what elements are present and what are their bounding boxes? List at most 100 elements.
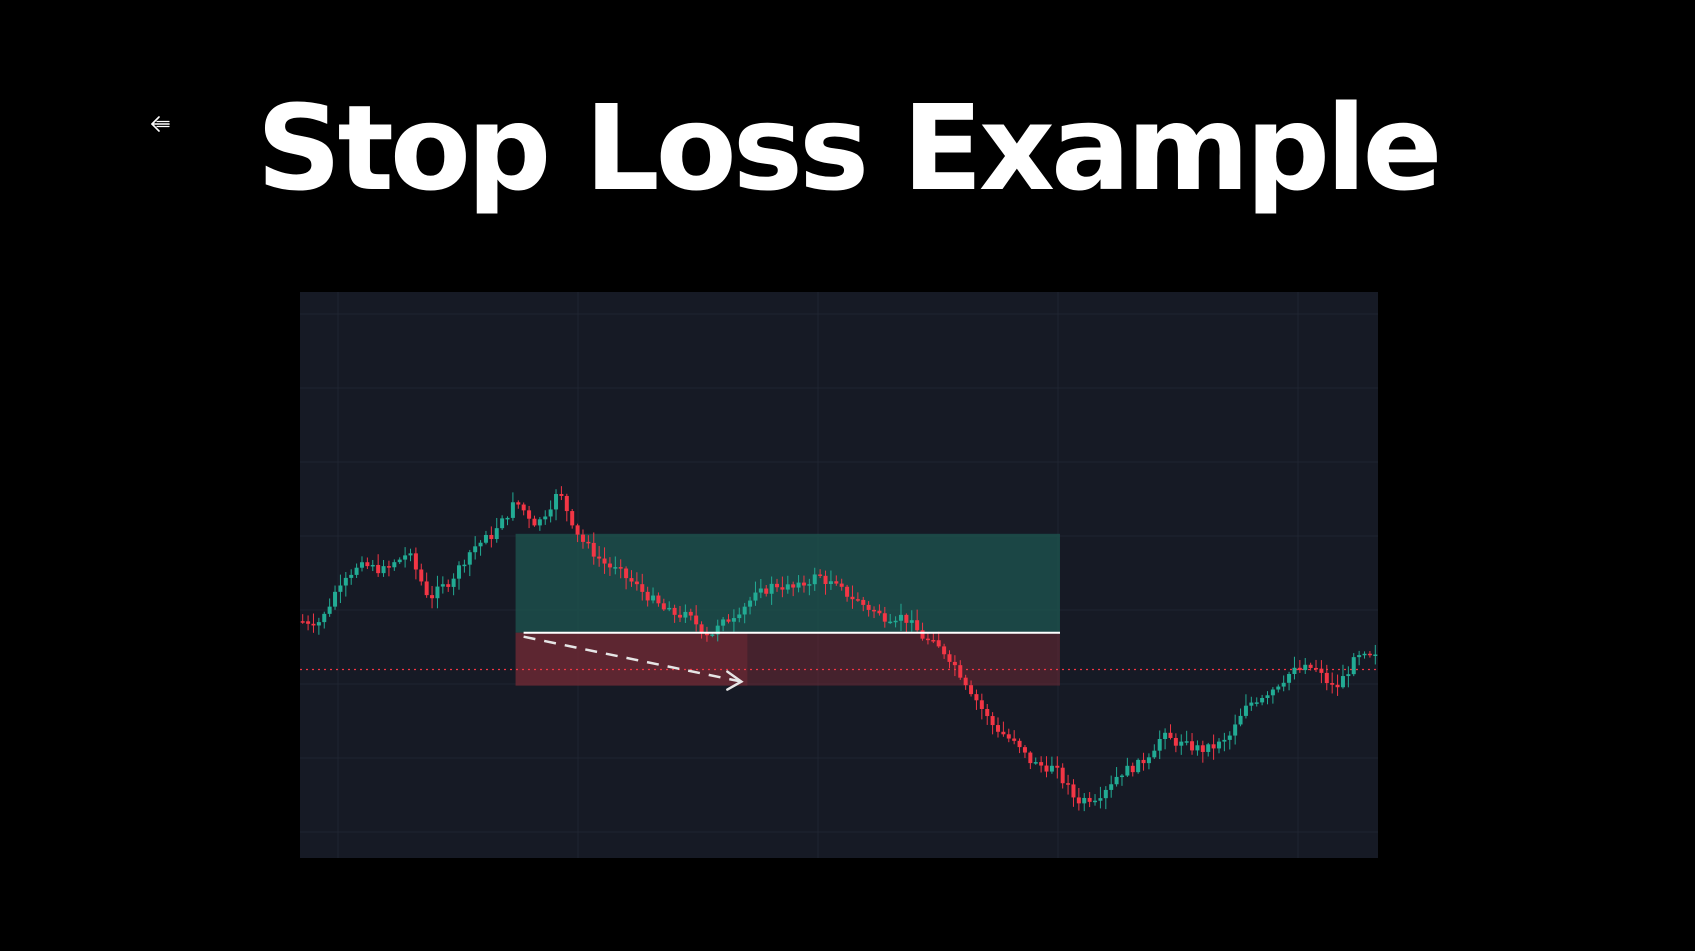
down-candle (920, 630, 925, 639)
up-candle (737, 614, 742, 619)
arrow-left-icon (151, 116, 170, 132)
down-candle (704, 632, 709, 636)
up-candle (828, 581, 833, 585)
down-candle (845, 586, 850, 597)
up-candle (473, 546, 478, 553)
back-button[interactable] (146, 110, 176, 138)
up-candle (1216, 741, 1221, 749)
up-candle (785, 584, 790, 590)
up-candle (1157, 739, 1162, 751)
up-candle (758, 588, 763, 593)
down-candle (645, 591, 650, 601)
up-candle (1249, 702, 1254, 706)
up-candle (1195, 745, 1200, 751)
up-candle (1362, 653, 1367, 656)
down-candle (634, 581, 639, 585)
up-candle (500, 518, 505, 529)
up-candle (1357, 655, 1362, 658)
down-candle (1190, 741, 1195, 751)
down-candle (963, 677, 968, 686)
up-candle (796, 582, 801, 588)
up-candle (909, 620, 914, 623)
down-candle (882, 613, 887, 622)
down-candle (1367, 653, 1372, 656)
up-candle (1093, 800, 1098, 803)
up-candle (721, 619, 726, 626)
down-candle (780, 587, 785, 590)
up-candle (1227, 735, 1232, 740)
down-candle (726, 619, 731, 622)
down-candle (839, 583, 844, 587)
down-candle (855, 599, 860, 601)
up-candle (467, 552, 472, 565)
down-candle (1308, 664, 1313, 668)
up-candle (1287, 673, 1292, 683)
up-candle (1351, 657, 1356, 675)
down-candle (559, 494, 564, 496)
up-candle (1222, 739, 1227, 742)
down-candle (580, 534, 585, 542)
up-candle (1163, 732, 1168, 740)
up-candle (343, 577, 348, 586)
down-candle (818, 574, 823, 576)
down-candle (586, 541, 591, 544)
down-candle (1028, 752, 1033, 764)
down-candle (915, 620, 920, 631)
up-candle (327, 606, 332, 614)
down-candle (1297, 667, 1302, 671)
up-candle (715, 625, 720, 635)
up-candle (494, 528, 499, 540)
up-candle (1103, 789, 1108, 799)
down-candle (1012, 738, 1017, 741)
down-candle (386, 566, 391, 568)
down-candle (969, 685, 974, 695)
up-candle (392, 562, 397, 568)
up-candle (1119, 775, 1124, 778)
down-candle (1017, 740, 1022, 748)
down-candle (1141, 759, 1146, 764)
down-candle (791, 584, 796, 588)
up-candle (349, 574, 354, 578)
down-candle (1200, 745, 1205, 752)
down-candle (1130, 765, 1135, 773)
up-candle (731, 618, 736, 622)
up-candle (898, 614, 903, 621)
down-candle (1066, 783, 1071, 785)
up-candle (1270, 689, 1275, 696)
candlestick-chart-svg (300, 292, 1378, 858)
up-candle (651, 595, 656, 601)
down-candle (699, 624, 704, 633)
down-candle (834, 581, 839, 584)
up-candle (1136, 759, 1141, 773)
up-candle (440, 584, 445, 587)
down-candle (376, 564, 381, 574)
down-candle (866, 604, 871, 610)
down-candle (1006, 734, 1011, 739)
down-candle (1087, 797, 1092, 802)
up-candle (543, 516, 548, 520)
down-candle (979, 700, 984, 710)
down-candle (661, 603, 666, 610)
up-candle (1260, 697, 1265, 703)
up-candle (322, 613, 327, 623)
down-candle (311, 623, 316, 626)
up-candle (812, 574, 817, 585)
down-candle (419, 569, 424, 582)
down-candle (516, 502, 521, 505)
up-candle (359, 562, 364, 568)
down-candle (430, 595, 435, 599)
down-candle (521, 504, 526, 511)
up-candle (333, 591, 338, 607)
up-candle (683, 611, 688, 618)
down-candle (300, 621, 305, 623)
down-candle (656, 595, 661, 604)
down-candle (985, 709, 990, 717)
up-candle (554, 494, 559, 510)
down-candle (861, 599, 866, 605)
down-candle (823, 575, 828, 585)
up-candle (1346, 674, 1351, 677)
up-candle (1233, 724, 1238, 736)
down-candle (942, 646, 947, 655)
down-candle (775, 583, 780, 588)
down-candle (801, 582, 806, 586)
